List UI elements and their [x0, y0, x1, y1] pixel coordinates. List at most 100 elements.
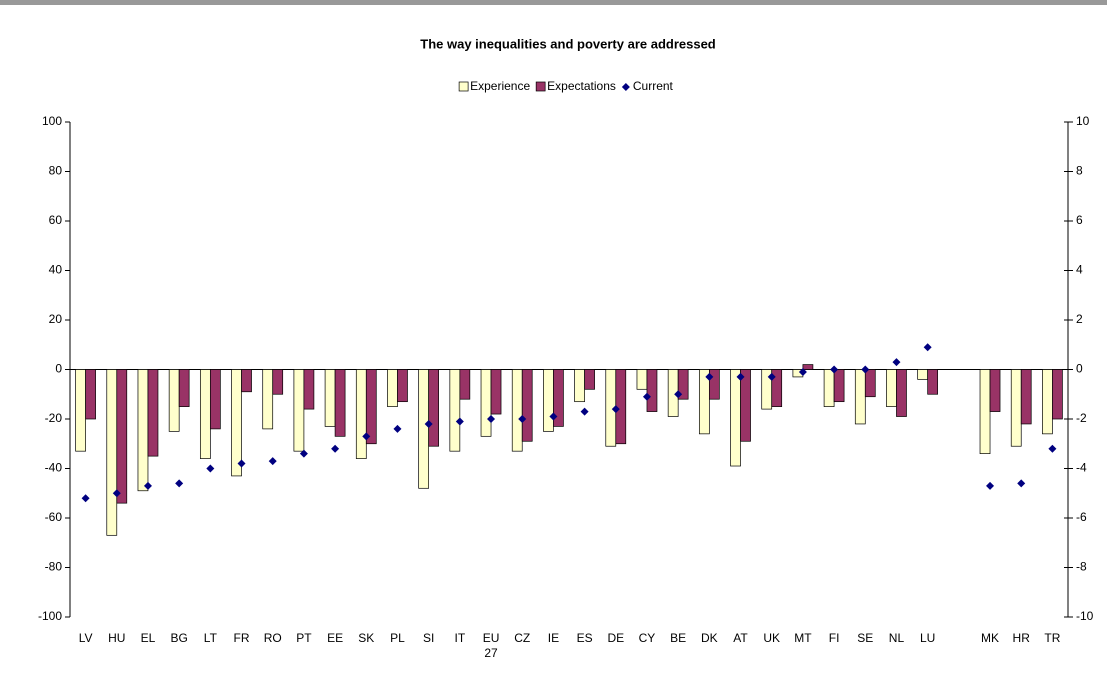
bar	[802, 364, 814, 370]
y2-tick-label: 6	[1076, 213, 1083, 227]
bar	[480, 369, 492, 437]
x-tick-label: SK	[358, 631, 375, 645]
x-tick-label: LU	[919, 631, 936, 645]
x-tick-label: BG	[170, 631, 188, 645]
bar	[698, 369, 710, 435]
bar	[241, 369, 252, 393]
y2-tick-label: 0	[1076, 362, 1083, 376]
legend-label: Expectations	[547, 79, 616, 93]
y-tick-label: 60	[49, 213, 63, 227]
legend: Experience Expectations Current	[458, 79, 674, 93]
y2-tick-label: 2	[1076, 312, 1083, 326]
marker	[455, 417, 464, 426]
x-tick-label: CY	[638, 631, 656, 645]
marker	[175, 479, 184, 488]
bar	[428, 369, 440, 447]
x-tick-label: DK	[701, 631, 718, 645]
bar	[927, 369, 939, 395]
legend-item: Expectations	[535, 79, 616, 93]
legend-item: Experience	[458, 79, 530, 93]
marker	[923, 343, 932, 352]
y-tick-label: 40	[49, 263, 63, 277]
bar	[397, 369, 408, 403]
bar	[646, 369, 658, 412]
y-tick-label: 80	[49, 164, 63, 178]
marker	[487, 415, 496, 423]
y-tick-label: 0	[55, 362, 62, 376]
marker	[362, 432, 371, 441]
marker	[393, 424, 402, 433]
x-tick-label: ES	[576, 631, 593, 645]
bar	[334, 369, 346, 437]
bar	[1052, 369, 1063, 420]
marker	[611, 405, 620, 414]
marker	[331, 444, 340, 453]
x-tick-label: FI	[828, 631, 840, 645]
marker	[206, 464, 215, 473]
bar	[1042, 369, 1053, 435]
marker	[549, 412, 558, 421]
marker	[1048, 444, 1057, 453]
marker	[798, 367, 807, 376]
bar	[574, 369, 585, 403]
y2-tick-label: -8	[1076, 560, 1087, 574]
bar	[886, 369, 897, 407]
x-tick-label: FR	[233, 631, 250, 645]
marker	[705, 372, 714, 381]
x-tick-label: LV	[78, 631, 93, 645]
x-tick-label: EL	[140, 631, 156, 645]
bar	[231, 369, 242, 477]
x-tick-label: LT	[203, 631, 217, 645]
bar	[740, 369, 751, 442]
y2-tick-label: 8	[1076, 164, 1083, 178]
y-tick-label: -80	[45, 560, 63, 574]
bar	[1010, 369, 1022, 447]
bar	[199, 369, 211, 459]
bar	[1020, 369, 1032, 425]
bar	[864, 369, 876, 398]
bar	[418, 369, 430, 489]
x-tick-label: HR	[1012, 631, 1030, 645]
bar	[896, 369, 907, 417]
x-tick-label: SE	[857, 631, 874, 645]
marker	[237, 459, 246, 468]
bar	[262, 369, 274, 430]
legend-label: Experience	[470, 79, 530, 93]
bar	[355, 369, 367, 459]
marker	[580, 407, 589, 416]
x-tick-label: AT	[733, 631, 748, 645]
y2-tick-label: -4	[1076, 461, 1087, 475]
bar	[272, 369, 284, 395]
bar	[449, 369, 461, 452]
x-tick-label: SI	[422, 631, 435, 645]
x-tick-label: IT	[454, 631, 466, 645]
bar	[168, 369, 180, 432]
y-tick-label: 20	[49, 312, 63, 326]
bar	[521, 369, 533, 442]
legend-item: Current	[621, 79, 674, 93]
bar	[708, 369, 720, 400]
bar	[730, 369, 741, 467]
bar	[178, 369, 190, 407]
x-tick-label: MT	[794, 631, 812, 645]
marker	[674, 390, 683, 399]
marker	[861, 365, 870, 374]
y-tick-label: 100	[42, 114, 62, 128]
marker	[424, 419, 433, 428]
chart-title: The way inequalities and poverty are add…	[420, 36, 716, 51]
bar	[989, 369, 1001, 412]
x-tick-label: UK	[763, 631, 781, 645]
x-tick-label: BE	[670, 631, 687, 645]
marker	[830, 365, 839, 374]
marker	[642, 392, 651, 401]
bar	[137, 369, 149, 492]
x-tick-label: RO	[263, 631, 282, 645]
marker	[892, 358, 901, 367]
y2-tick-label: -2	[1076, 411, 1087, 425]
x-tick-label: TR	[1044, 631, 1061, 645]
legend-swatch	[535, 81, 546, 92]
x-tick-label: PT	[296, 631, 312, 645]
marker	[767, 372, 776, 381]
